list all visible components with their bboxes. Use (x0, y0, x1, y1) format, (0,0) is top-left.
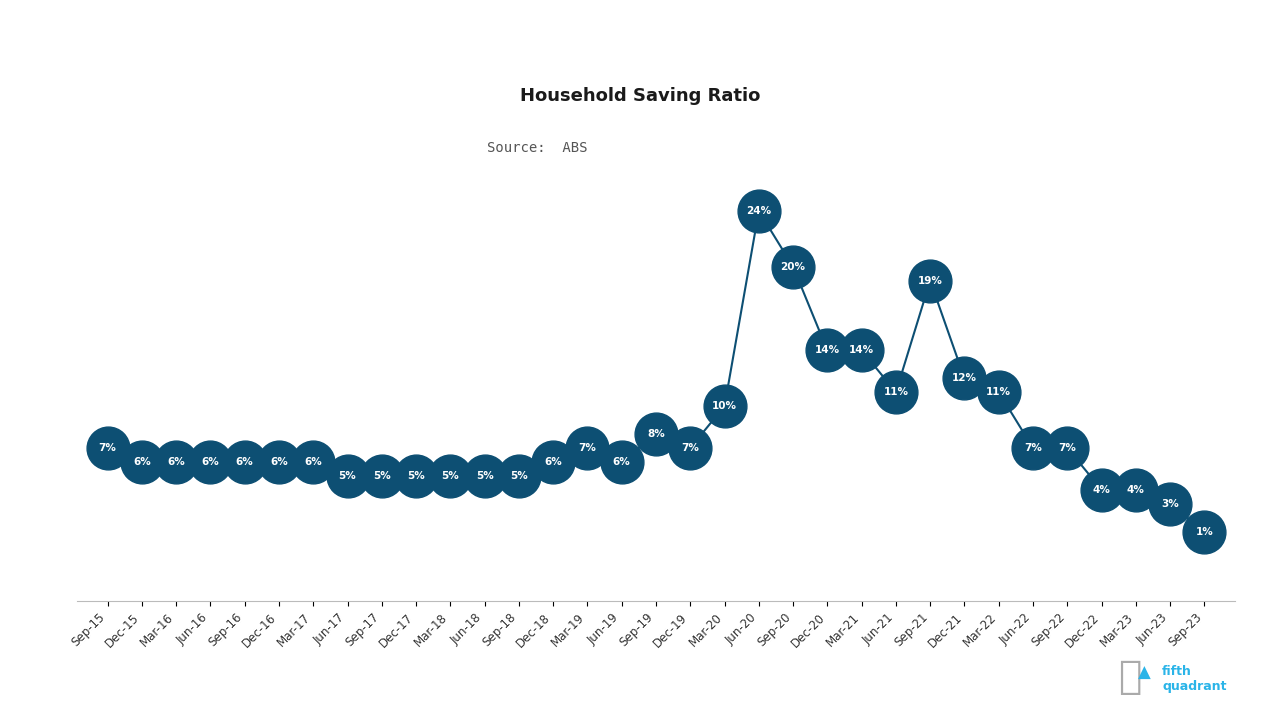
Point (1023, 442, 1043, 454)
Point (954, 372, 974, 384)
Text: 7%: 7% (99, 443, 116, 453)
Text: 4%: 4% (1093, 485, 1111, 495)
Text: 4%: 4% (1126, 485, 1144, 495)
Text: 5%: 5% (476, 471, 494, 481)
Text: 6%: 6% (544, 457, 562, 467)
Point (440, 470, 461, 482)
Point (612, 456, 632, 467)
Text: 1%: 1% (1196, 526, 1213, 536)
Text: ▲: ▲ (1138, 664, 1151, 683)
Point (577, 442, 598, 454)
Text: 7%: 7% (1024, 443, 1042, 453)
Point (508, 470, 529, 482)
Text: 19%: 19% (918, 276, 942, 286)
Text: Australian Household Saving Ratio: Australian Household Saving Ratio (15, 19, 424, 40)
Point (234, 456, 255, 467)
Text: 8%: 8% (648, 429, 664, 439)
Point (303, 456, 324, 467)
Text: quadrant: quadrant (1162, 680, 1226, 693)
Text: 12%: 12% (952, 373, 977, 383)
Point (817, 345, 837, 356)
Text: 5%: 5% (407, 471, 425, 481)
Text: 5%: 5% (339, 471, 356, 481)
Text: 7%: 7% (681, 443, 699, 453)
Point (680, 442, 700, 454)
Text: 6%: 6% (270, 457, 288, 467)
Text: 6%: 6% (613, 457, 631, 467)
Text: Source:  ABS: Source: ABS (488, 140, 588, 155)
Point (1160, 498, 1180, 510)
Point (783, 261, 804, 272)
Text: 7%: 7% (579, 443, 596, 453)
Text: 6%: 6% (236, 457, 253, 467)
Text: 6%: 6% (305, 457, 323, 467)
Point (132, 456, 152, 467)
Point (1057, 442, 1078, 454)
Text: 6%: 6% (201, 457, 219, 467)
Point (988, 387, 1009, 398)
Point (406, 470, 426, 482)
Point (1125, 484, 1146, 495)
Text: Household Saving Ratio: Household Saving Ratio (520, 87, 760, 105)
Point (749, 205, 769, 217)
Text: 5%: 5% (509, 471, 527, 481)
Point (714, 400, 735, 412)
Point (646, 428, 667, 440)
Point (543, 456, 563, 467)
Text: 6%: 6% (133, 457, 151, 467)
Text: 11%: 11% (986, 387, 1011, 397)
Point (200, 456, 220, 467)
Text: fifth: fifth (1162, 665, 1192, 678)
Text: 5%: 5% (372, 471, 390, 481)
Point (920, 275, 941, 287)
Text: 5%: 5% (442, 471, 460, 481)
Point (338, 470, 358, 482)
Text: ⬧: ⬧ (1119, 658, 1142, 696)
Point (371, 470, 392, 482)
Text: 3%: 3% (1161, 499, 1179, 508)
Text: 11%: 11% (883, 387, 909, 397)
Point (475, 470, 495, 482)
Point (1194, 526, 1215, 537)
Text: 10%: 10% (712, 401, 737, 411)
Text: 20%: 20% (781, 262, 805, 271)
Text: 14%: 14% (849, 346, 874, 356)
Text: 24%: 24% (746, 206, 772, 216)
Point (97, 442, 118, 454)
Point (851, 345, 872, 356)
Text: 14%: 14% (815, 346, 840, 356)
Text: 7%: 7% (1059, 443, 1076, 453)
Text: 6%: 6% (168, 457, 186, 467)
Point (166, 456, 187, 467)
Point (269, 456, 289, 467)
Point (1092, 484, 1112, 495)
Point (886, 387, 906, 398)
